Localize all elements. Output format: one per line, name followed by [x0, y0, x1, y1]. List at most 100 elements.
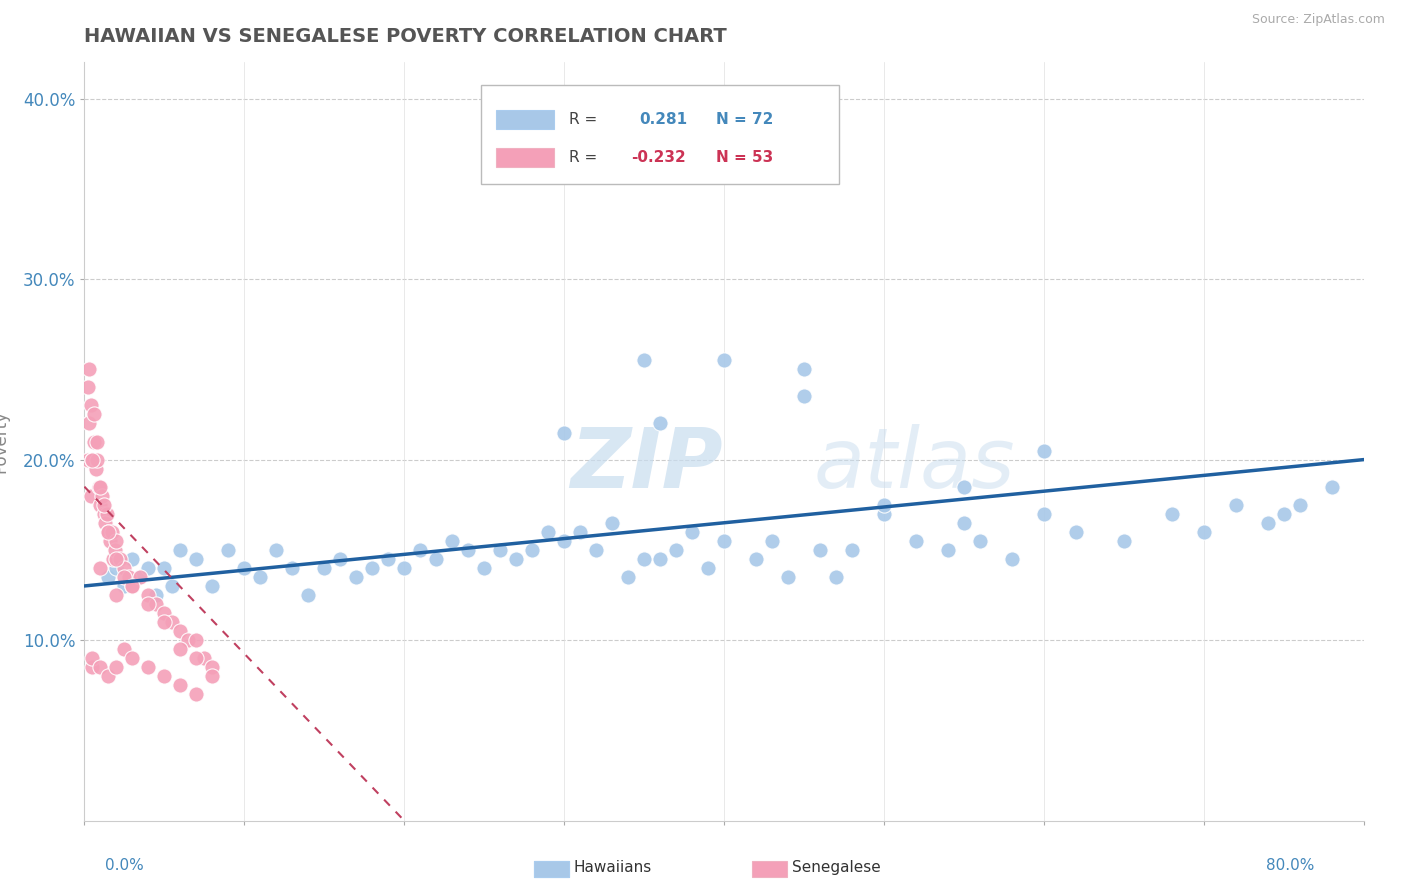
- Text: 80.0%: 80.0%: [1267, 858, 1315, 872]
- Text: 0.0%: 0.0%: [105, 858, 145, 872]
- Point: [633, 552, 655, 566]
- Point: [953, 480, 976, 494]
- Point: [344, 570, 367, 584]
- Point: [665, 542, 688, 557]
- Point: [650, 417, 672, 431]
- Point: [522, 542, 544, 557]
- Point: [264, 542, 288, 557]
- Point: [104, 542, 127, 557]
- Point: [472, 561, 495, 575]
- Point: [97, 669, 120, 683]
- Point: [1112, 533, 1135, 548]
- Point: [186, 552, 208, 566]
- Point: [650, 552, 672, 566]
- Point: [96, 507, 118, 521]
- Point: [936, 542, 959, 557]
- Point: [91, 489, 114, 503]
- Bar: [496, 110, 554, 128]
- Point: [169, 678, 191, 692]
- Point: [112, 579, 135, 593]
- Point: [105, 552, 128, 566]
- Point: [873, 498, 896, 512]
- Point: [145, 597, 167, 611]
- Bar: [481, 85, 839, 184]
- Point: [905, 533, 928, 548]
- Point: [169, 542, 191, 557]
- Point: [153, 615, 176, 629]
- Bar: [496, 148, 554, 167]
- Point: [153, 606, 176, 620]
- Point: [808, 542, 831, 557]
- Point: [585, 542, 607, 557]
- Point: [169, 642, 191, 657]
- Point: [761, 533, 783, 548]
- Point: [101, 552, 124, 566]
- Point: [162, 579, 184, 593]
- Point: [98, 533, 121, 548]
- Point: [329, 552, 352, 566]
- Point: [94, 516, 117, 530]
- Point: [778, 570, 800, 584]
- Point: [377, 552, 399, 566]
- Point: [186, 633, 208, 648]
- Point: [177, 633, 200, 648]
- Text: ZIP: ZIP: [571, 424, 723, 505]
- Point: [745, 552, 768, 566]
- Point: [186, 651, 208, 665]
- Point: [84, 461, 107, 475]
- Point: [201, 660, 224, 674]
- Point: [100, 524, 122, 539]
- Point: [233, 561, 256, 575]
- Point: [121, 579, 143, 593]
- Point: [89, 480, 111, 494]
- Point: [89, 660, 111, 674]
- Point: [201, 669, 224, 683]
- Point: [77, 362, 100, 376]
- Point: [186, 687, 208, 701]
- Point: [1320, 480, 1343, 494]
- Point: [953, 516, 976, 530]
- Point: [82, 651, 104, 665]
- Point: [1033, 443, 1056, 458]
- Point: [112, 561, 135, 575]
- Point: [409, 542, 432, 557]
- Point: [793, 362, 815, 376]
- Point: [600, 516, 623, 530]
- Text: atlas: atlas: [814, 424, 1015, 505]
- Text: Hawaiians: Hawaiians: [574, 861, 652, 875]
- Point: [97, 524, 120, 539]
- Point: [89, 561, 111, 575]
- Point: [86, 452, 108, 467]
- Point: [457, 542, 479, 557]
- Point: [153, 669, 176, 683]
- Point: [825, 570, 848, 584]
- Point: [82, 660, 104, 674]
- Point: [1001, 552, 1024, 566]
- Point: [86, 434, 108, 449]
- Point: [713, 353, 735, 368]
- Point: [1064, 524, 1087, 539]
- Point: [394, 561, 416, 575]
- Point: [89, 498, 111, 512]
- Point: [93, 498, 115, 512]
- Point: [201, 579, 224, 593]
- Point: [138, 597, 160, 611]
- Point: [145, 588, 167, 602]
- Point: [697, 561, 720, 575]
- Point: [281, 561, 304, 575]
- Point: [713, 533, 735, 548]
- Point: [873, 507, 896, 521]
- Point: [553, 425, 575, 440]
- Point: [969, 533, 991, 548]
- Point: [138, 660, 160, 674]
- Point: [1033, 507, 1056, 521]
- Point: [76, 452, 98, 467]
- Text: Senegalese: Senegalese: [792, 861, 880, 875]
- Point: [97, 524, 120, 539]
- Point: [108, 552, 131, 566]
- Point: [121, 552, 143, 566]
- Point: [83, 434, 105, 449]
- Point: [633, 353, 655, 368]
- Point: [83, 408, 105, 422]
- Point: [80, 489, 103, 503]
